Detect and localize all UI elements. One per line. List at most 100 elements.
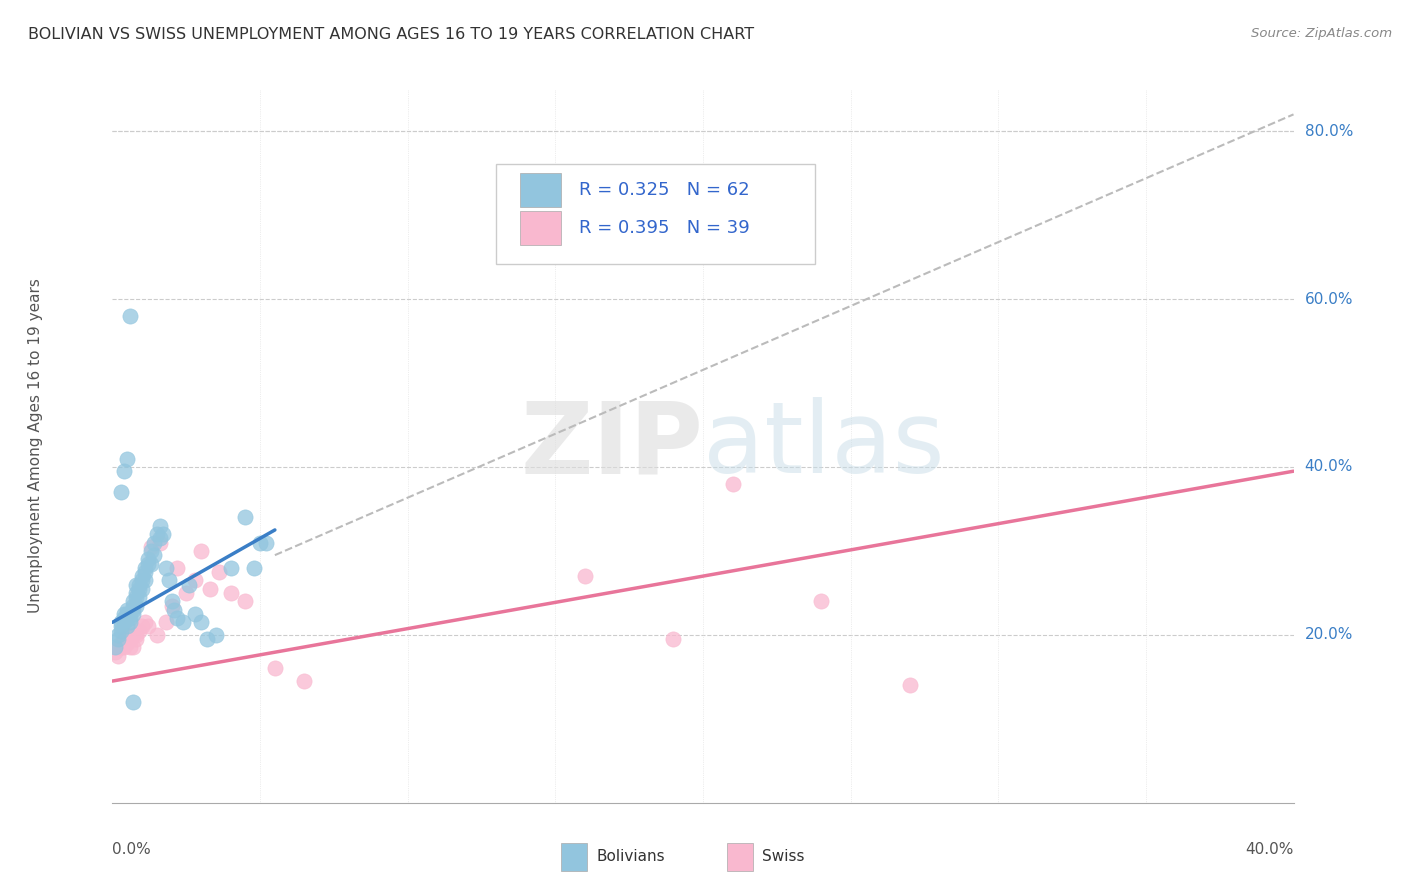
Point — [152, 527, 174, 541]
Point — [208, 565, 231, 579]
Point — [125, 586, 148, 600]
Point — [134, 615, 156, 630]
Point — [112, 607, 135, 621]
Point — [166, 611, 188, 625]
Point — [117, 619, 138, 633]
Point — [122, 603, 145, 617]
Point — [122, 628, 145, 642]
Text: 80.0%: 80.0% — [1305, 124, 1353, 138]
Text: 0.0%: 0.0% — [112, 842, 152, 856]
Point — [110, 640, 132, 655]
Point — [160, 599, 183, 613]
Point — [122, 594, 145, 608]
Point — [139, 557, 162, 571]
Bar — [561, 844, 588, 871]
Point — [898, 678, 921, 692]
Point — [122, 599, 145, 613]
Text: R = 0.395   N = 39: R = 0.395 N = 39 — [579, 219, 749, 236]
Text: R = 0.325   N = 62: R = 0.325 N = 62 — [579, 181, 749, 199]
Text: ZIP: ZIP — [520, 398, 703, 494]
Point — [112, 640, 135, 655]
Point — [136, 552, 159, 566]
Bar — [520, 211, 561, 244]
FancyBboxPatch shape — [496, 164, 815, 264]
Text: 40.0%: 40.0% — [1246, 842, 1294, 856]
Point — [166, 560, 188, 574]
Text: Source: ZipAtlas.com: Source: ZipAtlas.com — [1251, 27, 1392, 40]
Point — [142, 548, 165, 562]
Point — [810, 594, 832, 608]
Point — [146, 628, 169, 642]
Point — [107, 632, 129, 646]
Point — [254, 535, 277, 549]
Point — [219, 586, 242, 600]
Point — [112, 611, 135, 625]
Point — [107, 628, 129, 642]
Point — [149, 535, 172, 549]
Point — [184, 607, 207, 621]
Point — [131, 619, 153, 633]
Point — [117, 451, 138, 466]
Point — [136, 557, 159, 571]
Point — [249, 535, 271, 549]
Point — [662, 632, 685, 646]
Point — [120, 615, 142, 630]
Point — [198, 582, 221, 596]
Point — [136, 619, 159, 633]
Point — [117, 603, 138, 617]
Point — [134, 560, 156, 574]
Point — [120, 640, 142, 655]
Point — [110, 624, 132, 638]
Point — [122, 640, 145, 655]
Point — [205, 628, 228, 642]
Point — [110, 636, 132, 650]
Bar — [520, 173, 561, 207]
Text: 40.0%: 40.0% — [1305, 459, 1353, 475]
Text: 60.0%: 60.0% — [1305, 292, 1353, 307]
Text: Bolivians: Bolivians — [596, 849, 665, 863]
Point — [149, 532, 172, 546]
Point — [139, 544, 162, 558]
Point — [120, 611, 142, 625]
Point — [120, 309, 142, 323]
Text: 20.0%: 20.0% — [1305, 627, 1353, 642]
Point — [110, 619, 132, 633]
Point — [112, 632, 135, 646]
Point — [179, 577, 201, 591]
Point — [292, 674, 315, 689]
Point — [131, 569, 153, 583]
Point — [163, 603, 186, 617]
Point — [190, 544, 212, 558]
Point — [149, 518, 172, 533]
Point — [134, 574, 156, 588]
Point — [721, 476, 744, 491]
Point — [125, 599, 148, 613]
Point — [172, 615, 194, 630]
Point — [107, 640, 129, 655]
Point — [117, 636, 138, 650]
Point — [233, 594, 256, 608]
Point — [125, 628, 148, 642]
Point — [157, 574, 180, 588]
Point — [110, 615, 132, 630]
Point — [134, 565, 156, 579]
Point — [131, 582, 153, 596]
Text: Swiss: Swiss — [762, 849, 804, 863]
Point — [125, 577, 148, 591]
Point — [139, 540, 162, 554]
Point — [219, 560, 242, 574]
Point — [107, 648, 129, 663]
Text: atlas: atlas — [703, 398, 945, 494]
Point — [117, 607, 138, 621]
Point — [117, 628, 138, 642]
Point — [128, 590, 150, 604]
Point — [122, 695, 145, 709]
Text: Unemployment Among Ages 16 to 19 years: Unemployment Among Ages 16 to 19 years — [28, 278, 44, 614]
Point — [174, 586, 197, 600]
Point — [160, 594, 183, 608]
Point — [122, 607, 145, 621]
Point — [120, 632, 142, 646]
Point — [128, 624, 150, 638]
Point — [110, 485, 132, 500]
Point — [155, 615, 177, 630]
